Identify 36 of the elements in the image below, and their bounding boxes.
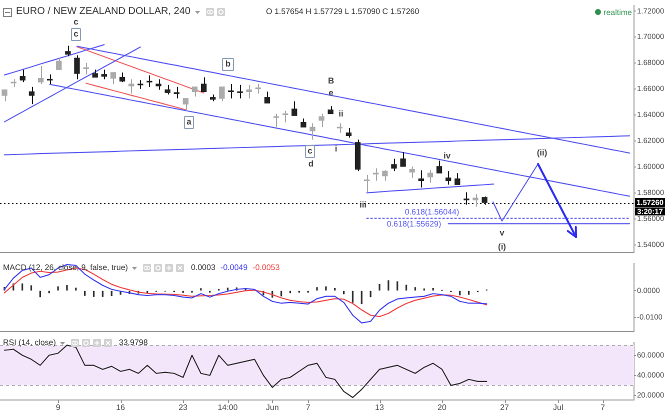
text: 0.0003: [190, 263, 216, 272]
x-tick-label: 7: [306, 403, 311, 412]
series-label: 0.618(1.56044): [404, 208, 460, 217]
x-tick-label: 23: [178, 403, 188, 412]
annotation: iii: [359, 199, 367, 210]
text: -0.0049: [220, 263, 248, 272]
annotation: c: [74, 16, 79, 26]
annotation: (ii): [536, 147, 548, 158]
annotation: c: [308, 145, 313, 156]
x-tick-label: 27: [500, 403, 510, 412]
annotation: d: [308, 158, 314, 168]
x-tick-label: Jul: [552, 403, 564, 412]
chart-title: EURO / NEW ZEALAND DOLLAR, 240: [16, 6, 190, 18]
x-tick-label: 16: [116, 403, 126, 412]
annotation: c: [74, 28, 79, 38]
chart-subtitle: O 1.57654 H 1.57729 L 1.57090 C 1.57260: [266, 6, 420, 18]
x-tick-label: 13: [375, 403, 385, 412]
annotation: v: [500, 227, 505, 238]
annotation: realtime: [604, 8, 632, 16]
x-tick-label: Jun: [266, 403, 279, 412]
annotation: i: [334, 143, 338, 154]
x-tick-label: 7: [600, 403, 606, 412]
annotation: ii: [338, 108, 344, 118]
annotation: iv: [443, 150, 451, 160]
annotation: e: [328, 87, 334, 98]
text: -0.0053: [252, 263, 280, 272]
text: 33.9798: [118, 338, 148, 347]
series-label: 0.618(1.55629): [386, 219, 442, 228]
annotation: b: [225, 58, 231, 68]
annotation: (i): [498, 241, 506, 252]
chart-title: RSI (14, close): [3, 337, 56, 349]
annotation: a: [186, 116, 192, 126]
x-tick-label: 20: [438, 403, 448, 412]
annotation: B: [328, 75, 334, 86]
x-tick-label: 9: [56, 403, 61, 412]
x-tick-label: 14:00: [218, 403, 238, 412]
